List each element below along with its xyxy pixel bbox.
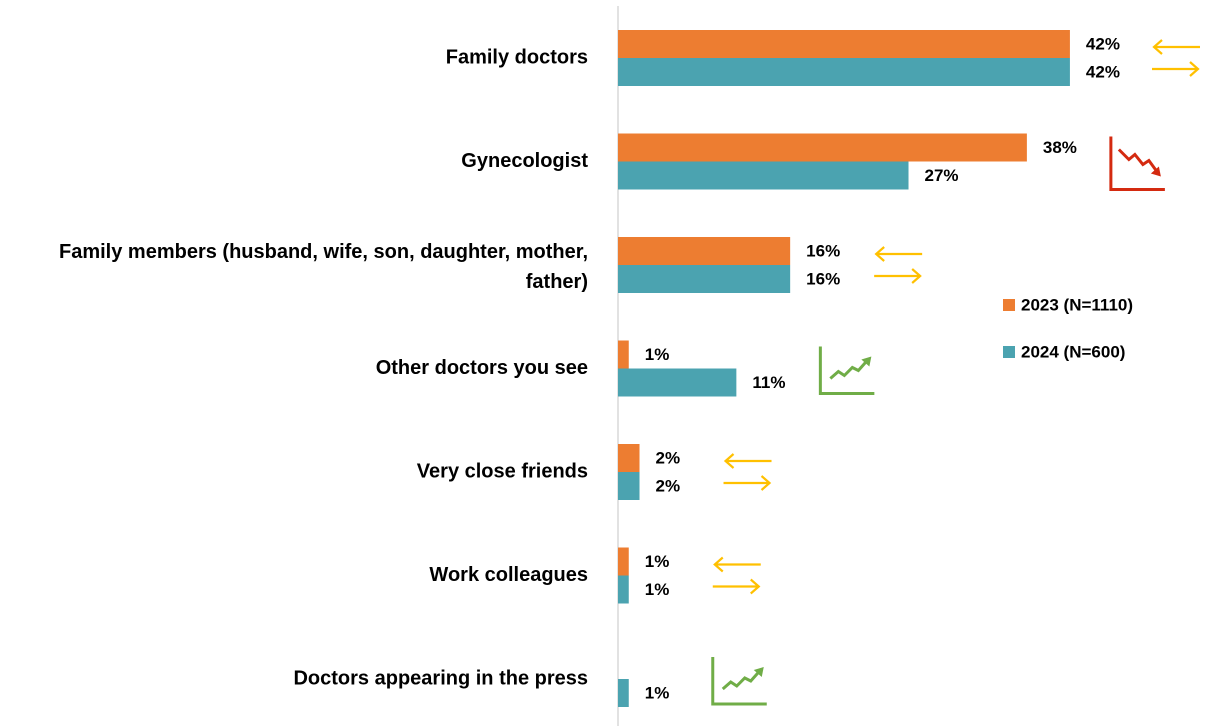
value-label: 38% <box>1043 138 1077 157</box>
arrowhead <box>1150 166 1161 177</box>
trend-icon <box>712 556 761 595</box>
value-label: 1% <box>645 580 670 599</box>
arrow-left <box>723 453 772 469</box>
value-label: 42% <box>1086 62 1120 81</box>
value-label: 1% <box>645 345 670 364</box>
bar <box>618 340 629 369</box>
value-label: 16% <box>806 269 840 288</box>
trend-icon <box>723 453 772 491</box>
legend-label: 2024 (N=600) <box>1021 342 1125 361</box>
value-label: 11% <box>752 373 785 392</box>
category-label: Doctors appearing in the press <box>293 667 588 689</box>
value-label: 27% <box>925 166 959 185</box>
bar <box>618 237 791 265</box>
bar <box>618 133 1027 162</box>
value-label: 1% <box>645 552 670 571</box>
trend-icon <box>818 346 875 395</box>
value-label: 1% <box>645 683 670 702</box>
arrow-left <box>874 246 923 262</box>
zigzag <box>1117 148 1159 173</box>
bar <box>618 547 629 576</box>
trend-icon <box>711 657 767 706</box>
category-line: Family members (husband, wife, son, daug… <box>59 241 588 263</box>
trend-icon <box>874 246 923 284</box>
category-label: Other doctors you see <box>376 357 588 379</box>
arrowhead <box>861 356 872 367</box>
bar <box>618 30 1070 58</box>
arrow-right <box>1152 61 1200 77</box>
arrow-right <box>874 268 922 284</box>
arrowhead <box>753 667 764 677</box>
axes <box>818 346 875 395</box>
trend-icon <box>1109 136 1165 191</box>
zigzag <box>829 360 868 380</box>
bar <box>618 679 629 707</box>
value-label: 16% <box>806 241 840 260</box>
category-label: Very close friends <box>417 460 588 482</box>
bar <box>618 444 640 472</box>
arrow-right <box>723 475 772 491</box>
bar <box>618 265 791 293</box>
trend-icon <box>1152 39 1200 77</box>
legend-swatch <box>1003 299 1015 311</box>
bar <box>618 58 1070 86</box>
value-label: 42% <box>1086 34 1120 53</box>
legend-label: 2023 (N=1110) <box>1021 295 1133 314</box>
bar <box>618 161 909 190</box>
zigzag <box>721 671 760 691</box>
legend-swatch <box>1003 346 1015 358</box>
category-label: Family members (husband, wife, son, daug… <box>59 241 588 293</box>
arrow-right <box>712 578 761 595</box>
axes <box>1109 136 1165 191</box>
bar <box>618 368 737 397</box>
category-label: Work colleagues <box>429 564 588 586</box>
bar <box>618 472 640 500</box>
value-label: 2% <box>656 448 681 467</box>
value-label: 2% <box>656 476 681 495</box>
axes <box>711 657 767 706</box>
bar <box>618 575 629 604</box>
category-line: father) <box>526 271 588 293</box>
arrow-left <box>713 556 761 573</box>
arrow-left <box>1152 39 1200 55</box>
category-label: Family doctors <box>446 46 588 68</box>
category-label: Gynecologist <box>461 150 588 172</box>
